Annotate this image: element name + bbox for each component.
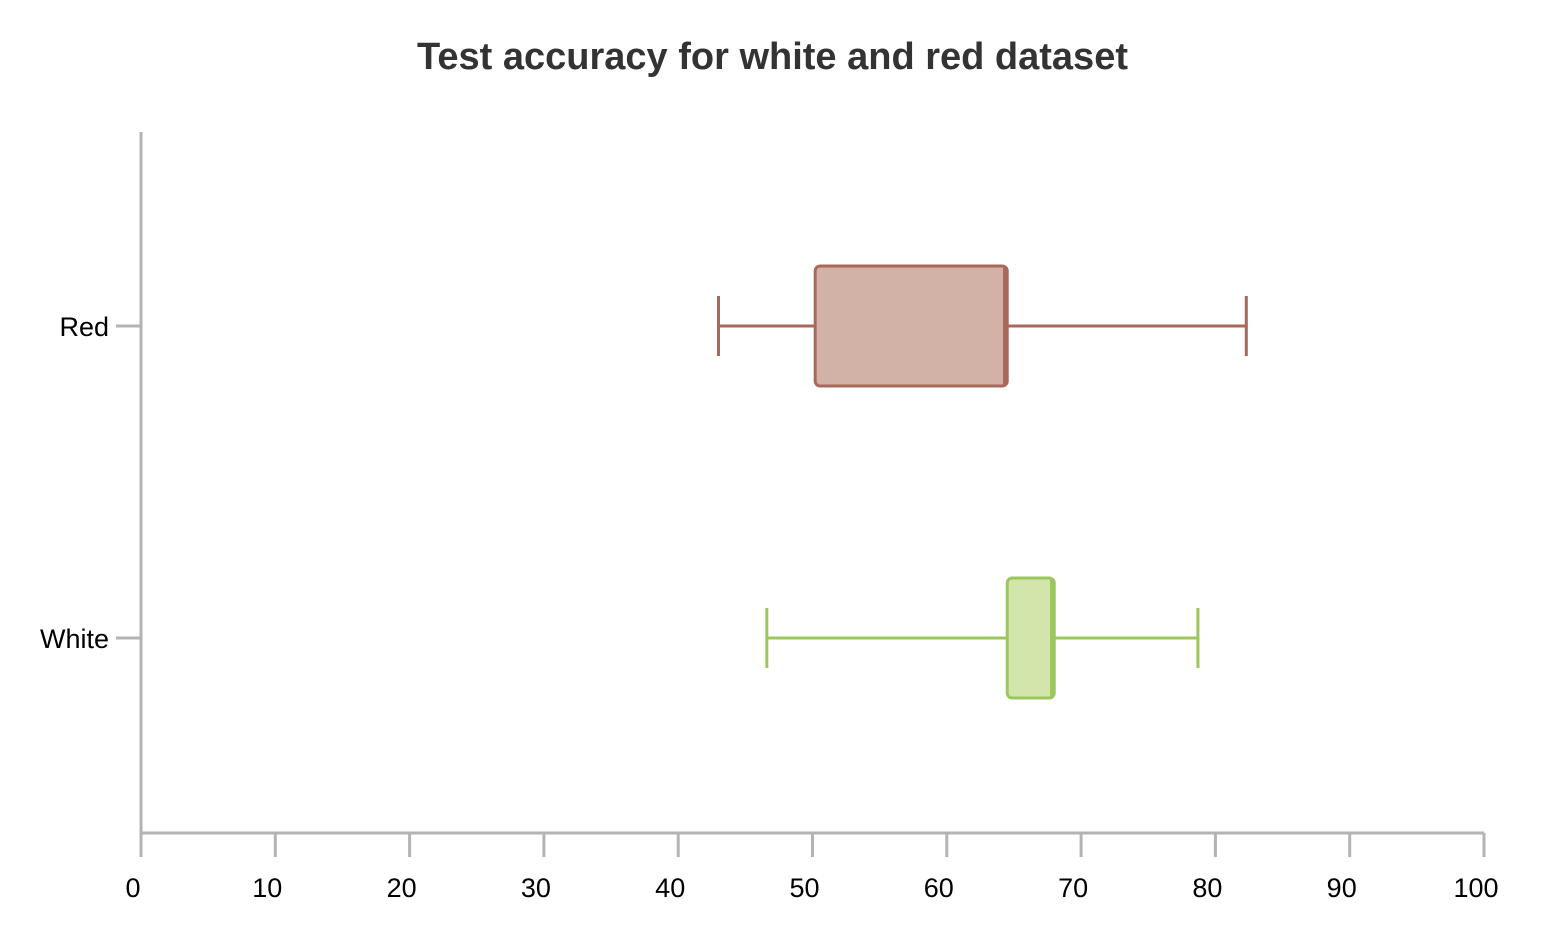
x-tick-label: 100 [1453, 873, 1498, 903]
chart-title: Test accuracy for white and red dataset [417, 36, 1128, 78]
box-iqr [1005, 576, 1056, 700]
x-tick-label: 70 [1058, 873, 1088, 903]
y-tick-label: Red [59, 312, 109, 342]
y-tick-label: White [40, 624, 109, 654]
x-tick-label: 80 [1192, 873, 1222, 903]
x-tick-label: 20 [387, 873, 417, 903]
box-iqr [813, 264, 1009, 388]
x-tick-label: 90 [1327, 873, 1357, 903]
x-tick-label: 30 [521, 873, 551, 903]
x-tick-label: 0 [125, 873, 140, 903]
x-tick-label: 60 [924, 873, 954, 903]
x-tick-label: 50 [789, 873, 819, 903]
x-tick-label: 10 [252, 873, 282, 903]
x-tick-label: 40 [655, 873, 685, 903]
